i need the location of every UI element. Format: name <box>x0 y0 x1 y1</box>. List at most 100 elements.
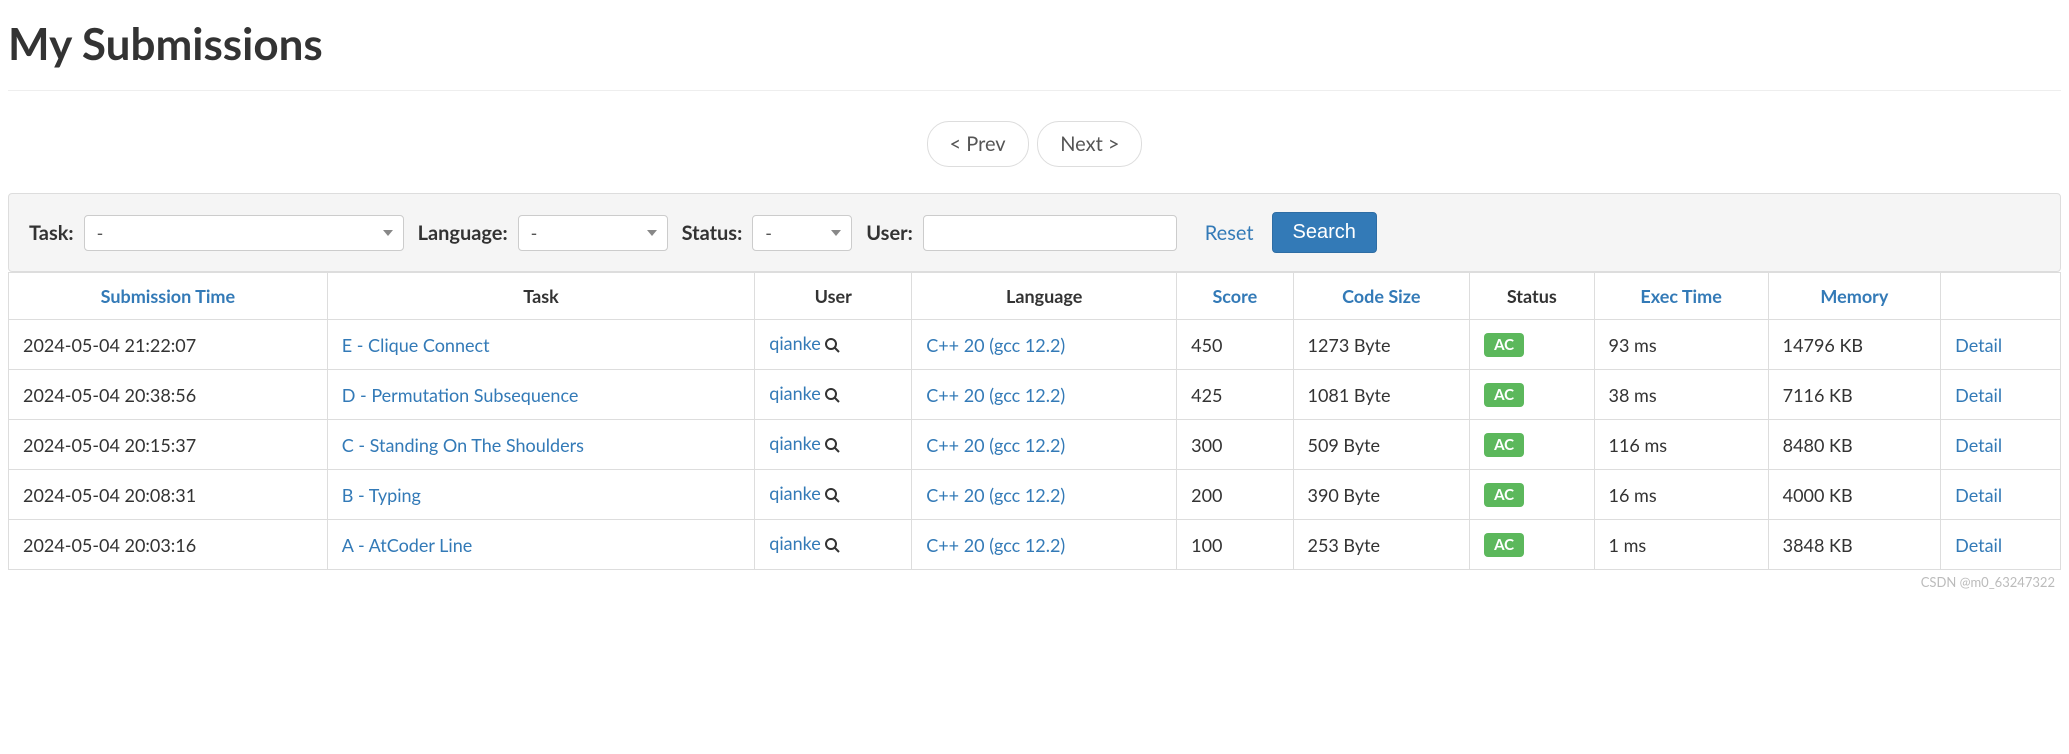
cell-status: AC <box>1470 520 1594 570</box>
cell-user: qianke <box>755 320 912 370</box>
cell-detail: Detail <box>1941 470 2061 520</box>
col-exec-time[interactable]: Exec Time <box>1594 273 1768 320</box>
cell-memory: 7116 KB <box>1768 370 1940 420</box>
detail-link[interactable]: Detail <box>1955 334 2002 356</box>
filter-panel: Task: - Language: - Status: - User: Rese… <box>8 193 2061 272</box>
cell-code-size: 253 Byte <box>1293 520 1470 570</box>
search-icon[interactable] <box>824 385 840 407</box>
user-link[interactable]: qianke <box>769 482 821 504</box>
cell-score: 200 <box>1177 470 1293 520</box>
language-link[interactable]: C++ 20 (gcc 12.2) <box>926 484 1065 506</box>
cell-status: AC <box>1470 470 1594 520</box>
user-link[interactable]: qianke <box>769 532 821 554</box>
language-link[interactable]: C++ 20 (gcc 12.2) <box>926 434 1065 456</box>
cell-detail: Detail <box>1941 520 2061 570</box>
search-icon[interactable] <box>824 485 840 507</box>
cell-detail: Detail <box>1941 370 2061 420</box>
cell-detail: Detail <box>1941 320 2061 370</box>
search-icon[interactable] <box>824 535 840 557</box>
cell-exec-time: 38 ms <box>1594 370 1768 420</box>
cell-code-size: 390 Byte <box>1293 470 1470 520</box>
cell-time: 2024-05-04 21:22:07 <box>9 320 328 370</box>
cell-user: qianke <box>755 520 912 570</box>
cell-status: AC <box>1470 420 1594 470</box>
status-badge: AC <box>1484 533 1524 557</box>
search-icon[interactable] <box>824 435 840 457</box>
language-select-value: - <box>531 222 538 244</box>
cell-language: C++ 20 (gcc 12.2) <box>912 470 1177 520</box>
divider <box>8 90 2061 91</box>
language-link[interactable]: C++ 20 (gcc 12.2) <box>926 334 1065 356</box>
page-title: My Submissions <box>8 18 2061 70</box>
task-select[interactable]: - <box>84 215 404 251</box>
cell-time: 2024-05-04 20:38:56 <box>9 370 328 420</box>
user-link[interactable]: qianke <box>769 382 821 404</box>
cell-memory: 14796 KB <box>1768 320 1940 370</box>
cell-memory: 4000 KB <box>1768 470 1940 520</box>
cell-time: 2024-05-04 20:15:37 <box>9 420 328 470</box>
user-input[interactable] <box>923 215 1177 251</box>
next-button[interactable]: Next > <box>1037 121 1142 167</box>
cell-exec-time: 16 ms <box>1594 470 1768 520</box>
status-select-value: - <box>765 222 772 244</box>
cell-task: B - Typing <box>327 470 755 520</box>
cell-code-size: 509 Byte <box>1293 420 1470 470</box>
cell-exec-time: 116 ms <box>1594 420 1768 470</box>
task-link[interactable]: D - Permutation Subsequence <box>342 384 579 406</box>
cell-user: qianke <box>755 370 912 420</box>
search-icon[interactable] <box>824 335 840 357</box>
detail-link[interactable]: Detail <box>1955 484 2002 506</box>
detail-link[interactable]: Detail <box>1955 434 2002 456</box>
table-row: 2024-05-04 20:15:37 C - Standing On The S… <box>9 420 2061 470</box>
cell-score: 450 <box>1177 320 1293 370</box>
language-filter-label: Language: <box>418 221 508 245</box>
language-select[interactable]: - <box>518 215 668 251</box>
language-link[interactable]: C++ 20 (gcc 12.2) <box>926 534 1065 556</box>
task-link[interactable]: A - AtCoder Line <box>342 534 473 556</box>
cell-code-size: 1081 Byte <box>1293 370 1470 420</box>
chevron-down-icon <box>831 230 841 236</box>
task-link[interactable]: E - Clique Connect <box>342 334 490 356</box>
cell-score: 100 <box>1177 520 1293 570</box>
detail-link[interactable]: Detail <box>1955 384 2002 406</box>
status-badge: AC <box>1484 483 1524 507</box>
user-link[interactable]: qianke <box>769 332 821 354</box>
cell-language: C++ 20 (gcc 12.2) <box>912 420 1177 470</box>
status-select[interactable]: - <box>752 215 852 251</box>
cell-task: C - Standing On The Shoulders <box>327 420 755 470</box>
status-badge: AC <box>1484 333 1524 357</box>
status-filter-label: Status: <box>682 221 743 245</box>
cell-time: 2024-05-04 20:03:16 <box>9 520 328 570</box>
col-language: Language <box>912 273 1177 320</box>
cell-user: qianke <box>755 420 912 470</box>
table-row: 2024-05-04 20:08:31B - TypingqiankeC++ 2… <box>9 470 2061 520</box>
language-link[interactable]: C++ 20 (gcc 12.2) <box>926 384 1065 406</box>
cell-memory: 3848 KB <box>1768 520 1940 570</box>
detail-link[interactable]: Detail <box>1955 534 2002 556</box>
status-badge: AC <box>1484 383 1524 407</box>
status-badge: AC <box>1484 433 1524 457</box>
watermark: CSDN @m0_63247322 <box>8 574 2061 590</box>
cell-code-size: 1273 Byte <box>1293 320 1470 370</box>
chevron-down-icon <box>647 230 657 236</box>
task-link[interactable]: C - Standing On The Shoulders <box>342 434 584 456</box>
reset-link[interactable]: Reset <box>1205 221 1254 245</box>
table-header-row: Submission Time Task User Language Score… <box>9 273 2061 320</box>
cell-memory: 8480 KB <box>1768 420 1940 470</box>
user-link[interactable]: qianke <box>769 432 821 454</box>
task-link[interactable]: B - Typing <box>342 484 421 506</box>
col-code-size[interactable]: Code Size <box>1293 273 1470 320</box>
cell-language: C++ 20 (gcc 12.2) <box>912 520 1177 570</box>
col-user: User <box>755 273 912 320</box>
user-filter-label: User: <box>866 221 913 245</box>
col-submission-time[interactable]: Submission Time <box>9 273 328 320</box>
col-score[interactable]: Score <box>1177 273 1293 320</box>
cell-score: 425 <box>1177 370 1293 420</box>
cell-task: D - Permutation Subsequence <box>327 370 755 420</box>
col-memory[interactable]: Memory <box>1768 273 1940 320</box>
table-row: 2024-05-04 21:22:07 E - Clique Connect qia… <box>9 320 2061 370</box>
prev-button[interactable]: < Prev <box>927 121 1029 167</box>
search-button[interactable]: Search <box>1272 212 1377 253</box>
col-detail <box>1941 273 2061 320</box>
cell-language: C++ 20 (gcc 12.2) <box>912 370 1177 420</box>
